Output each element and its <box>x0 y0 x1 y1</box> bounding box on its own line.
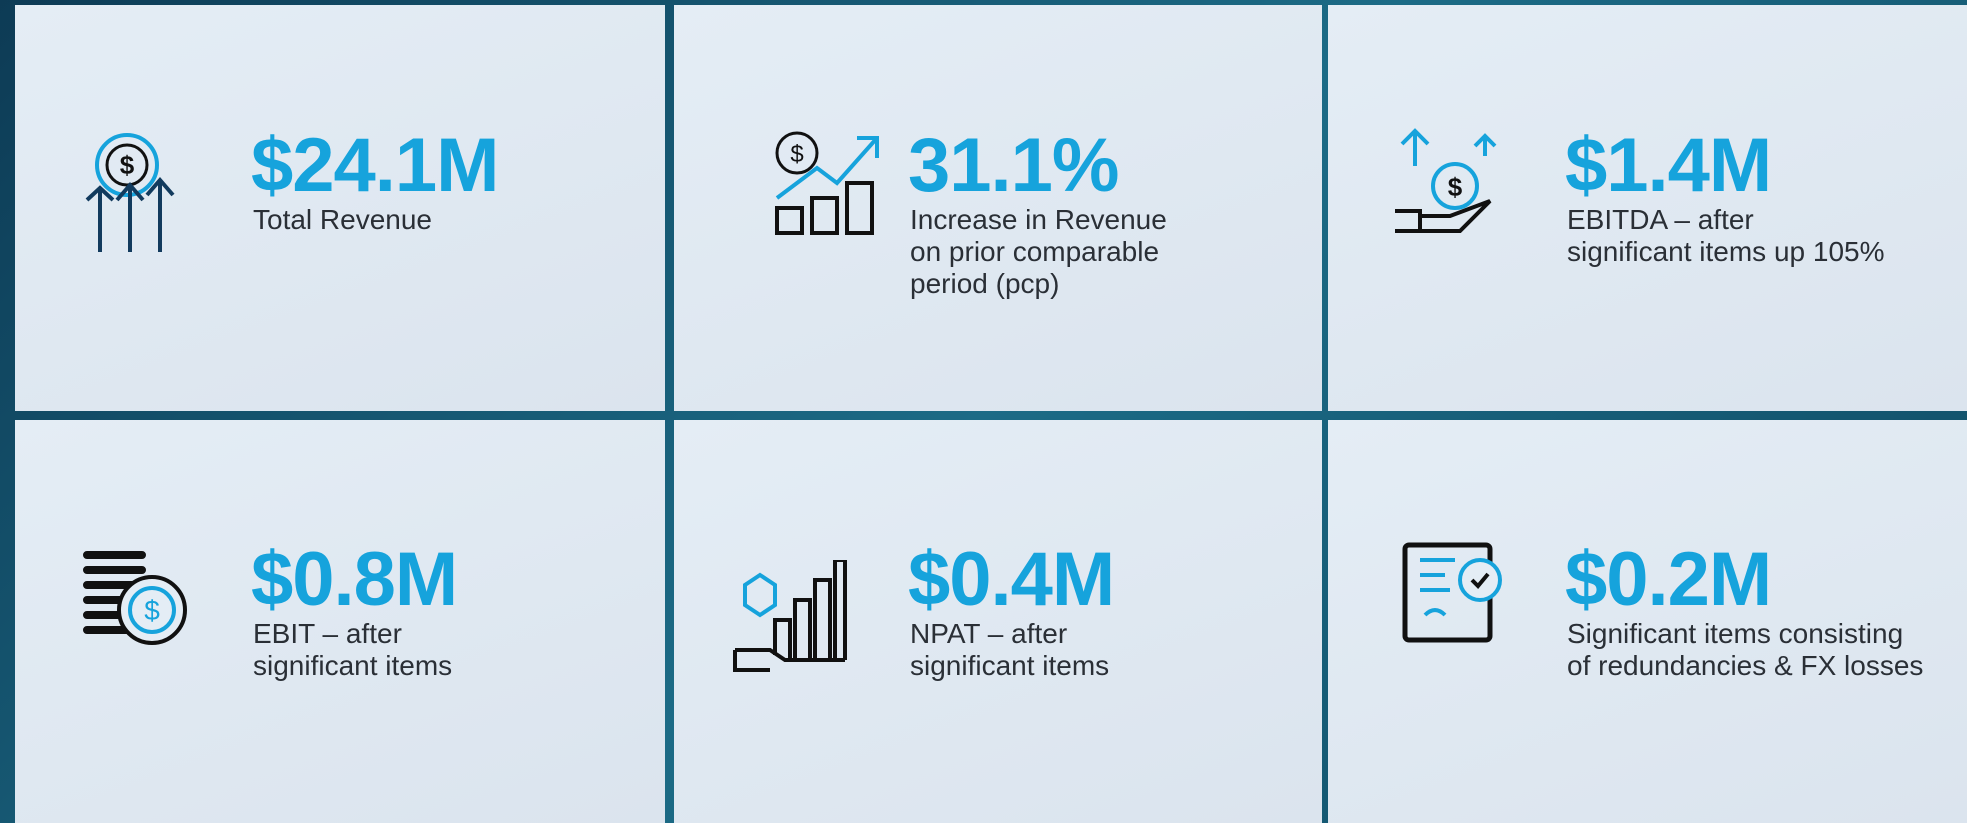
kpi-label: Total Revenue <box>253 204 432 236</box>
kpi-icon: $ <box>1395 128 1497 233</box>
kpi-icon: $ <box>83 551 187 645</box>
kpi-label-line: Significant items consisting <box>1567 618 1904 649</box>
kpi-label: Increase in Revenue on prior comparable pe… <box>910 204 1167 300</box>
kpi-value: $1.4M <box>1565 123 1772 208</box>
svg-text:$: $ <box>790 141 803 168</box>
kpi-label: NPAT – after significant items <box>910 618 1109 682</box>
kpi-icon <box>733 560 847 672</box>
kpi-label-line: significant items up 105% <box>1567 236 1885 267</box>
kpi-label-line: Increase in Revenue <box>910 204 1167 235</box>
kpi-tile <box>1328 5 1967 411</box>
kpi-icon: $ <box>775 131 879 235</box>
svg-text:$: $ <box>144 595 160 626</box>
kpi-value: $0.8M <box>251 537 458 622</box>
kpi-value: $0.4M <box>908 537 1115 622</box>
kpi-label-line: Total Revenue <box>253 204 433 235</box>
kpi-label-line: significant items <box>910 650 1110 681</box>
kpi-label-line: EBIT – after <box>253 618 402 649</box>
kpi-tile <box>15 5 665 411</box>
kpi-value: $0.2M <box>1565 537 1772 622</box>
kpi-label-line: of redundancies & FX losses <box>1567 650 1924 681</box>
kpi-label-line: period (pcp) <box>910 268 1060 299</box>
kpi-label: EBIT – after significant items <box>253 618 452 682</box>
kpi-tile <box>1328 420 1967 823</box>
kpi-label-line: NPAT – after <box>910 618 1068 649</box>
svg-text:$: $ <box>120 150 135 180</box>
kpi-value: 31.1% <box>908 123 1119 208</box>
kpi-label-line: on prior comparable <box>910 236 1160 267</box>
kpi-label-line: significant items <box>253 650 453 681</box>
kpi-label: EBITDA – after significant items up 105% <box>1567 204 1885 268</box>
kpi-label: Significant items consisting of redundanc… <box>1567 618 1923 682</box>
kpi-icon <box>1402 542 1502 643</box>
svg-text:$: $ <box>1448 172 1463 202</box>
kpi-label-line: EBITDA – after <box>1567 204 1754 235</box>
kpi-value: $24.1M <box>251 123 499 208</box>
kpi-icon: $ <box>85 133 175 252</box>
